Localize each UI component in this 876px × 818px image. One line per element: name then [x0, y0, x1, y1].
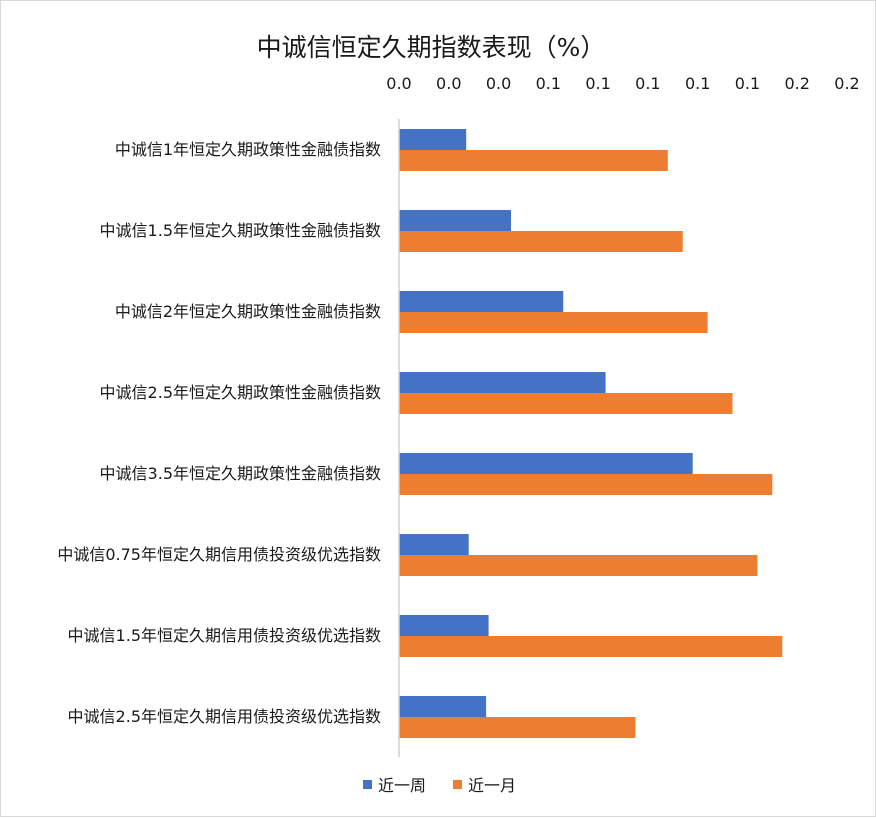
bar-week: [399, 534, 469, 555]
x-tick-label: 0.1: [685, 74, 710, 93]
bar-month: [399, 717, 636, 738]
category-label: 中诚信2.5年恒定久期信用债投资级优选指数: [68, 707, 381, 726]
category-label: 中诚信2年恒定久期政策性金融债指数: [115, 302, 381, 321]
category-label: 中诚信1年恒定久期政策性金融债指数: [115, 140, 381, 159]
bar-month: [399, 636, 783, 657]
x-tick-label: 0.2: [784, 74, 809, 93]
chart-title: 中诚信恒定久期指数表现（%）: [257, 33, 606, 62]
category-label: 中诚信1.5年恒定久期政策性金融债指数: [100, 221, 381, 240]
bar-week: [399, 129, 467, 150]
x-tick-label: 0.2: [834, 74, 859, 93]
bar-week: [399, 615, 489, 636]
bar-week: [399, 210, 511, 231]
bar-week: [399, 372, 606, 393]
legend-swatch: [363, 780, 372, 789]
x-tick-label: 0.1: [635, 74, 660, 93]
category-label: 中诚信0.75年恒定久期信用债投资级优选指数: [57, 545, 381, 564]
bar-month: [399, 312, 708, 333]
x-tick-label: 0.1: [536, 74, 561, 93]
category-label: 中诚信2.5年恒定久期政策性金融债指数: [100, 383, 381, 402]
bar-month: [399, 231, 683, 252]
bar-month: [399, 150, 668, 171]
x-tick-label: 0.0: [436, 74, 461, 93]
bar-week: [399, 453, 693, 474]
bar-week: [399, 291, 564, 312]
category-label: 中诚信3.5年恒定久期政策性金融债指数: [100, 464, 381, 483]
bar-month: [399, 474, 773, 495]
legend-label: 近一月: [468, 776, 516, 795]
bar-month: [399, 555, 758, 576]
x-tick-label: 0.1: [735, 74, 760, 93]
x-tick-label: 0.0: [386, 74, 411, 93]
bar-week: [399, 696, 487, 717]
x-tick-label: 0.0: [486, 74, 511, 93]
x-tick-label: 0.1: [585, 74, 610, 93]
legend-label: 近一周: [378, 776, 426, 795]
bar-month: [399, 393, 733, 414]
category-label: 中诚信1.5年恒定久期信用债投资级优选指数: [68, 626, 381, 645]
legend-swatch: [453, 780, 462, 789]
